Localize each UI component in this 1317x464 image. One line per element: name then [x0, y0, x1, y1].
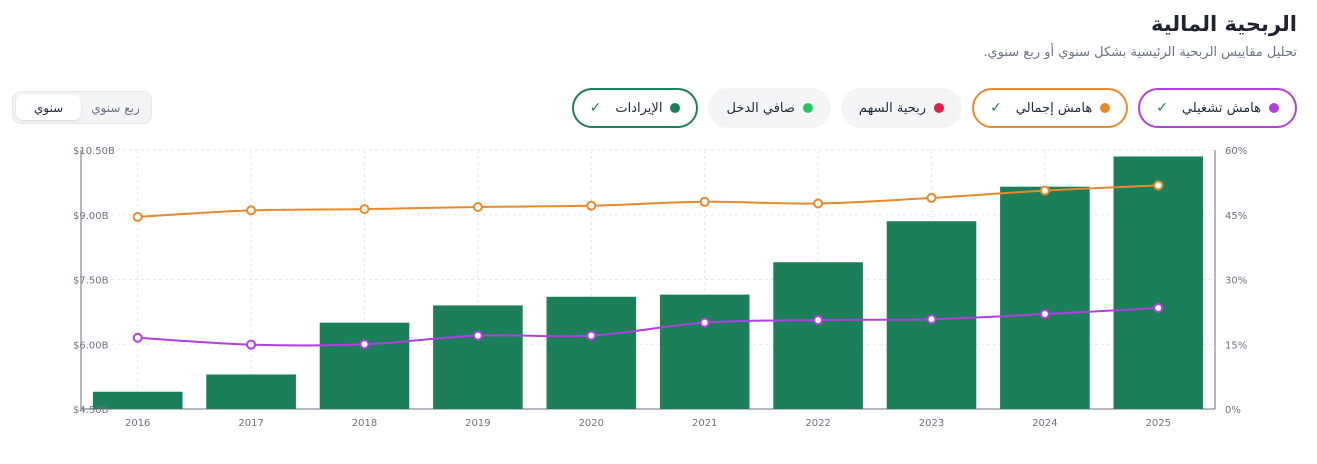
metric-pill-label: صافي الدخل	[726, 100, 795, 116]
revenue-bar	[1113, 156, 1204, 409]
y-left-tick-label: $10.50B	[73, 146, 115, 157]
revenue-bar	[92, 391, 183, 409]
gross-margin-point	[1039, 185, 1050, 196]
y-right-tick-label: 45%	[1225, 211, 1247, 222]
operating-margin-point	[132, 332, 143, 343]
gross-margin-point	[246, 205, 257, 216]
revenue-bar	[433, 305, 523, 409]
gross-margin-point	[813, 198, 824, 209]
metric-pill-revenue[interactable]: الإيرادات ✓	[571, 88, 699, 128]
y-left-tick-label: $4.50B	[73, 405, 109, 416]
check-icon: ✓	[589, 100, 602, 116]
net-income-color-dot	[802, 103, 813, 113]
operating-margin-point	[359, 339, 370, 350]
revenue-bar	[319, 322, 410, 409]
page-subtitle: تحليل مقاييس الربحية الرئيسية بشكل سنوي …	[983, 45, 1297, 60]
metric-pill-label: هامش إجمالي	[1015, 100, 1093, 116]
y-left-tick-label: $9.00B	[73, 211, 109, 222]
eps-color-dot	[934, 103, 945, 113]
y-left-tick-label: $6.00B	[73, 340, 109, 351]
metric-pill-gross-margin[interactable]: هامش إجمالي ✓	[972, 88, 1129, 128]
metric-pill-net-income[interactable]: صافي الدخل	[708, 88, 831, 128]
y-right-tick-label: 30%	[1225, 276, 1247, 287]
operating-margin-color-dot	[1269, 103, 1279, 113]
operating-margin-point	[699, 317, 710, 328]
gross-margin-color-dot	[1100, 103, 1111, 113]
x-tick-label: 2016	[125, 418, 150, 429]
operating-margin-point	[472, 330, 483, 341]
operating-margin-point	[1039, 309, 1050, 320]
period-option-quarterly[interactable]: ربع سنوي	[91, 100, 140, 115]
gross-margin-point	[359, 204, 370, 215]
operating-margin-point	[586, 330, 597, 341]
gross-margin-point	[586, 200, 597, 211]
gross-margin-point	[1153, 180, 1164, 191]
metric-pill-operating-margin[interactable]: هامش تشغيلي ✓	[1138, 88, 1297, 128]
operating-margin-point	[1153, 302, 1164, 313]
x-tick-label: 2024	[1032, 418, 1057, 429]
x-tick-label: 2021	[692, 418, 717, 429]
revenue-bar	[659, 294, 750, 409]
gross-margin-point	[472, 201, 483, 212]
gross-margin-point	[132, 211, 143, 222]
y-right-tick-label: 60%	[1225, 146, 1247, 157]
revenue-bar	[546, 296, 637, 409]
metric-selector: الإيرادات ✓ صافي الدخل ربحية السهم هامش …	[571, 88, 1297, 128]
x-tick-label: 2022	[805, 418, 830, 429]
y-right-tick-label: 0%	[1225, 405, 1241, 416]
check-icon: ✓	[990, 100, 1002, 116]
revenue-bar	[773, 262, 863, 409]
x-tick-label: 2025	[1146, 418, 1171, 429]
period-option-annual[interactable]: سنوي	[16, 95, 81, 120]
operating-margin-point	[813, 315, 824, 326]
x-tick-label: 2020	[579, 418, 604, 429]
x-tick-label: 2018	[352, 418, 377, 429]
revenue-color-dot	[670, 103, 681, 113]
revenue-bar	[1000, 186, 1090, 409]
gross-margin-line	[137, 184, 1159, 218]
y-left-tick-label: $7.50B	[73, 276, 109, 287]
gross-margin-point	[699, 196, 710, 207]
x-tick-label: 2023	[919, 418, 944, 429]
metric-pill-eps[interactable]: ربحية السهم	[840, 88, 963, 128]
operating-margin-point	[926, 314, 937, 325]
check-icon: ✓	[1156, 100, 1168, 116]
period-toggle: سنوي ربع سنوي	[12, 91, 152, 124]
revenue-bar	[206, 374, 296, 409]
y-right-tick-label: 15%	[1225, 340, 1247, 351]
operating-margin-line	[137, 306, 1159, 347]
page-title: الربحية المالية	[1150, 12, 1297, 36]
metric-pill-label: هامش تشغيلي	[1181, 100, 1261, 116]
x-tick-label: 2017	[238, 418, 263, 429]
operating-margin-point	[246, 339, 257, 350]
x-tick-label: 2019	[465, 418, 490, 429]
metric-pill-label: الإيرادات	[615, 100, 663, 116]
metric-pill-label: ربحية السهم	[858, 100, 927, 116]
gross-margin-point	[926, 192, 937, 203]
